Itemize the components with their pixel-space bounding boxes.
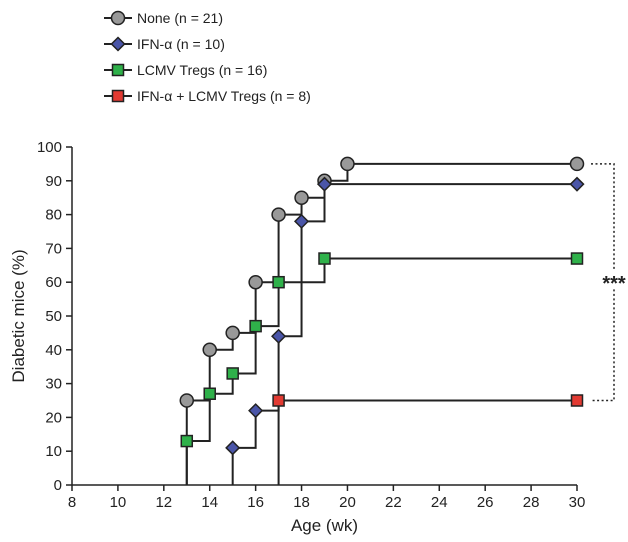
data-point xyxy=(179,393,195,408)
legend-paren: ( xyxy=(266,88,275,104)
x-tick-label: 18 xyxy=(293,494,310,511)
significance-label: *** xyxy=(602,273,626,295)
legend-series-name: IFN-α xyxy=(137,36,172,52)
x-tick-label: 14 xyxy=(201,494,218,511)
series-line xyxy=(185,162,577,485)
data-point xyxy=(293,213,310,229)
axes: 0 10 20 30 40 50 60 70 80 90 100 8 10 12 14 16 18 20 22 24 2… xyxy=(9,139,585,535)
y-tick-label: 20 xyxy=(45,409,62,426)
y-tick-label: 80 xyxy=(45,207,62,224)
x-tick-label: 28 xyxy=(523,494,540,511)
y-tick-label: 10 xyxy=(45,443,62,460)
data-point xyxy=(248,274,263,290)
legend-label: None (n = 21) xyxy=(137,10,223,26)
x-tick-label: 12 xyxy=(155,494,172,511)
x-tick-label: 24 xyxy=(431,494,448,511)
data-point xyxy=(271,207,286,222)
data-point xyxy=(249,319,262,333)
data-point xyxy=(569,176,585,192)
legend-n: n = 21 xyxy=(179,10,219,26)
legend-paren: ( xyxy=(215,62,224,78)
data-point xyxy=(271,328,287,344)
y-tick-label: 60 xyxy=(45,274,62,291)
y-tick-label: 30 xyxy=(45,376,62,393)
legend-n: n = 10 xyxy=(181,36,221,52)
data-point xyxy=(225,325,240,341)
data-point xyxy=(294,190,309,205)
x-tick-label: 20 xyxy=(339,494,356,511)
legend-marker xyxy=(111,89,125,103)
annotation-layer: *** xyxy=(591,163,628,402)
data-point xyxy=(180,434,194,448)
legend-marker xyxy=(110,36,126,52)
x-tick-label: 22 xyxy=(385,494,402,511)
data-point xyxy=(569,156,585,172)
legend-paren: ) xyxy=(220,36,225,52)
legend-label: IFN-α (n = 10) xyxy=(137,36,225,52)
x-tick-label: 30 xyxy=(569,494,586,511)
data-point xyxy=(248,403,264,419)
legend-series-name: LCMV Tregs xyxy=(137,62,215,78)
legend-paren: ) xyxy=(306,88,311,104)
legend-label: IFN-α + LCMV Tregs (n = 8) xyxy=(137,88,311,104)
legend-paren: ( xyxy=(170,10,179,26)
series-line xyxy=(277,399,577,485)
legend-n: n = 8 xyxy=(275,88,307,104)
x-tick-label: 8 xyxy=(68,494,76,511)
y-tick-label: 50 xyxy=(45,308,62,325)
legend-paren: ) xyxy=(218,10,223,26)
series-line xyxy=(185,257,577,485)
data-point xyxy=(272,394,285,407)
data-point xyxy=(272,275,285,289)
x-tick-label: 16 xyxy=(247,494,264,511)
legend-series-name: None xyxy=(137,10,171,26)
legend-series-name: IFN-α + LCMV Tregs xyxy=(137,88,266,104)
series-3 xyxy=(180,252,584,485)
y-tick-label: 90 xyxy=(45,173,62,190)
x-tick-label: 26 xyxy=(477,494,494,511)
data-point xyxy=(570,252,584,265)
y-tick-label: 100 xyxy=(37,139,62,156)
series-2 xyxy=(225,176,585,485)
data-point xyxy=(202,342,217,358)
data-point xyxy=(316,176,333,192)
data-point xyxy=(318,252,331,265)
legend-marker xyxy=(111,63,125,77)
x-axis-title: Age (wk) xyxy=(291,516,358,535)
y-tick-label: 70 xyxy=(45,240,62,257)
x-tick-label: 10 xyxy=(110,494,127,511)
legend-paren: ( xyxy=(172,36,181,52)
data-point xyxy=(570,394,584,407)
significance-label-bg xyxy=(598,270,628,289)
data-point xyxy=(340,156,355,172)
y-tick-label: 40 xyxy=(45,342,62,359)
series-1 xyxy=(179,156,585,485)
data-point xyxy=(203,387,216,400)
series-layer xyxy=(179,156,585,485)
data-point xyxy=(226,367,239,380)
legend: None (n = 21)IFN-α (n = 10)LCMV Tregs (n… xyxy=(104,10,311,104)
legend-n: n = 16 xyxy=(223,62,263,78)
y-tick-label: 0 xyxy=(54,477,62,494)
series-4 xyxy=(272,394,584,485)
legend-marker xyxy=(110,10,126,26)
data-point xyxy=(225,440,241,456)
legend-label: LCMV Tregs (n = 16) xyxy=(137,62,267,78)
legend-paren: ) xyxy=(263,62,268,78)
y-axis-title: Diabetic mice (%) xyxy=(9,249,28,382)
